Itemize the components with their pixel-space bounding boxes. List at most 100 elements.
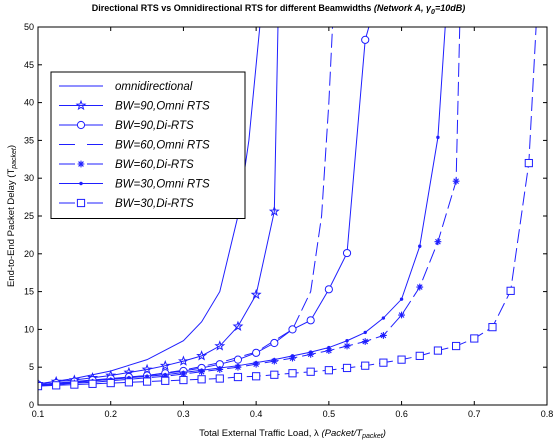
data-point [324, 366, 333, 375]
data-point [343, 342, 351, 350]
data-point [306, 367, 315, 376]
data-point [345, 339, 349, 343]
data-point [181, 370, 186, 375]
data-point [306, 316, 315, 325]
legend-marker [75, 99, 87, 111]
data-point [434, 238, 442, 246]
data-point [197, 375, 206, 384]
data-point [361, 35, 370, 44]
legend-label: BW=90,Omni RTS [115, 101, 210, 113]
data-point [145, 374, 149, 378]
legend-marker [76, 198, 86, 208]
data-point [307, 350, 315, 358]
data-point [399, 297, 404, 301]
data-point [342, 248, 352, 258]
data-point [506, 286, 515, 295]
data-point [232, 320, 244, 332]
data-point [381, 316, 386, 320]
x-tick-label: 0.1 [32, 409, 45, 419]
y-tick-label: 50 [24, 22, 34, 32]
chart-subtitle: (Network A, γ0=10dB) [373, 3, 465, 16]
data-point [398, 311, 405, 319]
series-line-0 [38, 27, 261, 385]
legend-marker [79, 181, 83, 186]
data-point [452, 177, 460, 185]
data-point [397, 355, 406, 364]
y-tick-label: 45 [24, 60, 34, 70]
data-point [52, 381, 61, 390]
data-point [179, 375, 188, 385]
legend-label: BW=30,Di-RTS [115, 198, 194, 210]
data-point [270, 370, 279, 379]
x-tick-label: 0.5 [323, 409, 336, 419]
y-tick-label: 0 [29, 400, 34, 410]
y-tick-label: 10 [24, 324, 34, 334]
data-point [70, 380, 79, 389]
x-tick-label: 0.8 [541, 409, 554, 419]
data-point [270, 338, 279, 348]
x-tick-label: 0.3 [177, 409, 190, 419]
data-point [524, 158, 533, 168]
legend-label: BW=60,Omni RTS [115, 140, 210, 152]
y-tick-label: 5 [29, 362, 34, 372]
y-axis-label-text: End-to-End Packet Delay (T [6, 169, 17, 287]
x-tick-label: 0.2 [104, 409, 117, 419]
data-point [415, 351, 424, 360]
data-point [436, 135, 440, 140]
data-point [233, 355, 243, 364]
data-point [361, 361, 370, 370]
data-point [214, 340, 226, 351]
legend-label: BW=60,Di-RTS [115, 159, 194, 171]
data-point [236, 363, 240, 368]
data-point [288, 325, 297, 334]
data-point [215, 374, 224, 383]
x-tick-label: 0.7 [468, 409, 481, 419]
data-point [163, 373, 167, 377]
data-point [418, 244, 422, 248]
data-point [199, 368, 204, 372]
data-point [142, 377, 152, 386]
x-axis-unit-sub: packet [361, 433, 384, 440]
x-axis-label-text: Total External Traffic Load, λ [199, 428, 319, 439]
data-point [252, 348, 261, 357]
x-axis-label: Total External Traffic Load, λ (Packet/T… [199, 428, 386, 440]
data-point [379, 358, 388, 367]
data-point [289, 354, 296, 362]
y-axis-label: End-to-End Packet Delay (Tpacket) [6, 145, 18, 287]
data-point [159, 359, 171, 371]
data-point [161, 376, 170, 385]
data-point [177, 355, 189, 366]
data-point [363, 330, 367, 335]
data-point [233, 372, 243, 382]
data-point [272, 357, 277, 362]
data-point [288, 369, 297, 378]
data-point [325, 347, 333, 354]
subtitle-prefix: (Network A, [373, 3, 427, 13]
data-point [327, 345, 331, 350]
legend-label: omnidirectional [115, 81, 193, 93]
data-point [218, 366, 222, 370]
subtitle-gamma: γ [426, 3, 432, 13]
data-point [252, 372, 261, 381]
data-point [470, 334, 479, 343]
data-point [268, 205, 280, 217]
y-axis-label-suffix: ) [6, 145, 17, 148]
data-point [308, 350, 313, 354]
data-point [342, 363, 352, 373]
series-line-1 [38, 27, 279, 385]
legend-box [50, 71, 246, 219]
chart-title: Directional RTS vs Omnidirectional RTS f… [0, 3, 557, 16]
y-tick-label: 20 [24, 249, 34, 259]
data-point [141, 363, 153, 375]
data-point [488, 323, 497, 332]
legend: omnidirectional BW=90,Omni RTS BW=90,Di-RT… [50, 71, 246, 219]
x-tick-label: 0.6 [395, 409, 408, 419]
subtitle-gamma-sub: 0 [431, 8, 435, 16]
data-point [433, 346, 443, 355]
y-tick-label: 30 [24, 173, 34, 183]
data-point [324, 285, 333, 294]
y-tick-label: 35 [24, 135, 34, 145]
data-point [452, 341, 461, 351]
data-point [88, 379, 97, 388]
